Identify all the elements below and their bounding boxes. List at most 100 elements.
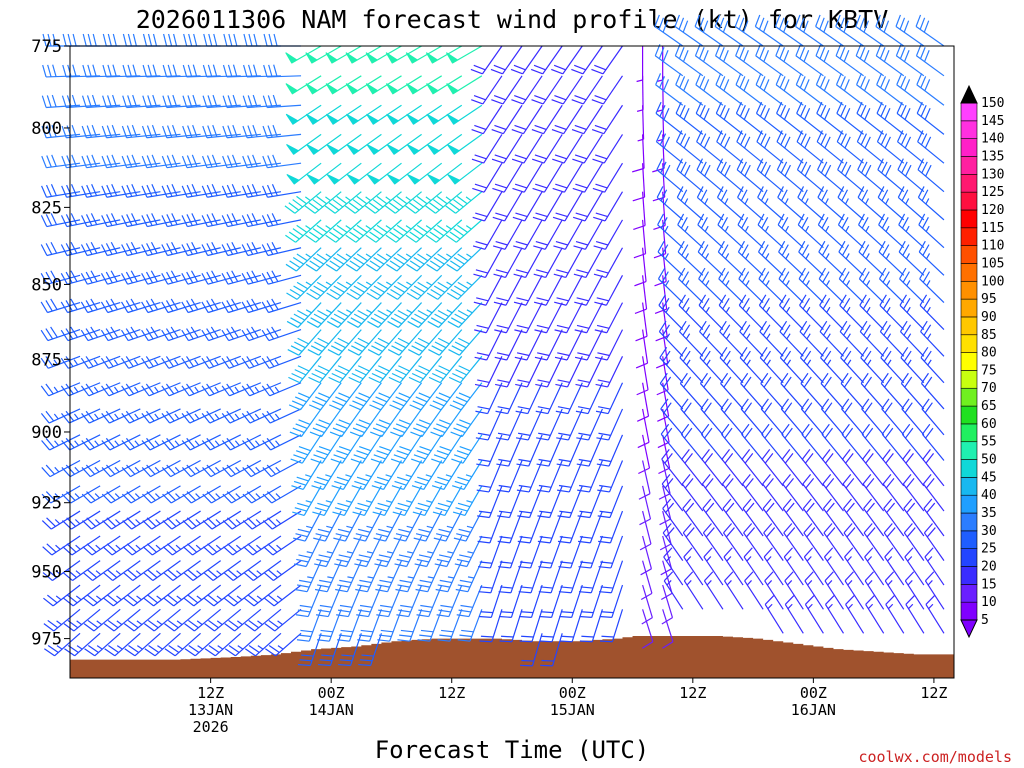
y-tick-label: 950	[31, 563, 62, 583]
wind-barb	[573, 247, 603, 279]
wind-barb	[592, 162, 624, 193]
wind-barb	[917, 158, 945, 193]
wind-barb	[499, 584, 523, 618]
wind-barb	[556, 434, 583, 467]
wind-barb	[740, 372, 764, 410]
wind-barb	[861, 398, 885, 436]
wind-barb	[101, 408, 141, 424]
wind-barb	[472, 162, 503, 193]
wind-barb	[696, 158, 724, 193]
wind-barb	[470, 45, 503, 75]
wind-barb	[41, 485, 81, 504]
wind-barb	[678, 267, 704, 304]
wind-barb	[309, 408, 342, 438]
wind-barb	[472, 219, 503, 250]
wind-barb	[858, 240, 885, 276]
wind-barb	[202, 459, 242, 478]
wind-barb	[263, 33, 302, 47]
wind-barb	[754, 14, 784, 47]
wind-barb	[774, 14, 804, 47]
wind-barb	[81, 434, 121, 451]
wind-barb	[694, 14, 724, 47]
wind-barb	[741, 449, 764, 487]
wind-barb	[719, 320, 744, 357]
wind-barb	[676, 158, 704, 193]
wind-barb	[122, 535, 161, 556]
wind-barb	[662, 523, 684, 561]
wind-barb	[385, 191, 422, 214]
wind-barb	[698, 267, 724, 304]
wind-barb	[636, 356, 649, 396]
wind-barb	[817, 158, 844, 193]
wind-barb	[375, 560, 403, 593]
wind-barb	[536, 434, 563, 467]
wind-barb	[816, 130, 844, 164]
wind-barb	[757, 186, 784, 221]
wind-barb	[449, 382, 483, 411]
wind-barb	[121, 184, 161, 198]
wind-barb	[700, 398, 724, 436]
wind-barb	[446, 75, 483, 95]
wind-barb	[374, 535, 403, 568]
wind-barb	[223, 560, 262, 582]
wind-barb	[351, 460, 382, 490]
wind-barb	[474, 356, 503, 388]
wind-barb	[899, 294, 925, 331]
wind-barb	[261, 408, 302, 424]
wind-barb	[407, 162, 443, 185]
wind-barb	[904, 547, 925, 586]
wind-barb	[875, 14, 905, 47]
wind-barb	[876, 73, 905, 106]
wind-barb	[182, 64, 221, 78]
wind-barb	[388, 355, 423, 384]
wind-barb	[904, 571, 925, 610]
terrain-area	[70, 635, 954, 678]
wind-barb	[595, 356, 624, 388]
wind-barb	[593, 191, 624, 222]
wind-barb	[224, 632, 262, 657]
wind-barb	[837, 213, 864, 249]
wind-barb	[513, 275, 543, 306]
wind-barb	[82, 510, 121, 530]
wind-barb	[142, 535, 181, 556]
wind-barb	[735, 44, 764, 77]
wind-barb	[102, 560, 141, 582]
wind-barb	[104, 632, 141, 657]
wind-barb	[535, 356, 563, 388]
wind-barb	[840, 347, 865, 384]
wind-barb	[390, 408, 423, 438]
wind-barb	[839, 294, 865, 331]
wind-barb	[798, 267, 824, 304]
wind-barb	[201, 154, 241, 169]
wind-barb	[820, 347, 844, 384]
wind-barb	[222, 64, 261, 78]
wind-barb	[877, 186, 905, 221]
wind-barb	[244, 632, 282, 657]
wind-barb	[575, 382, 603, 415]
wind-barb	[313, 510, 342, 542]
wind-barb	[387, 329, 423, 356]
wind-barb	[818, 267, 844, 304]
wind-barb	[884, 547, 905, 586]
x-tick-label: 00Z	[800, 684, 827, 702]
wind-barb	[737, 213, 764, 249]
wind-barb	[310, 434, 342, 464]
wind-barb	[498, 560, 523, 594]
wind-barb	[494, 302, 523, 334]
colorbar-label: 15	[981, 577, 997, 592]
wind-barb	[84, 632, 121, 657]
wind-barb	[514, 329, 543, 361]
wind-barb	[202, 535, 242, 556]
wind-barb	[202, 64, 241, 78]
wind-barb	[61, 94, 101, 109]
wind-barb	[242, 154, 282, 169]
wind-barb	[407, 302, 443, 328]
wind-barb	[286, 162, 322, 185]
wind-barb	[841, 398, 865, 436]
wind-barb	[511, 104, 543, 135]
wind-barb	[739, 320, 764, 357]
wind-barb	[222, 94, 261, 109]
wind-barb	[471, 134, 503, 164]
wind-barb	[285, 219, 322, 243]
wind-barb	[62, 560, 101, 582]
